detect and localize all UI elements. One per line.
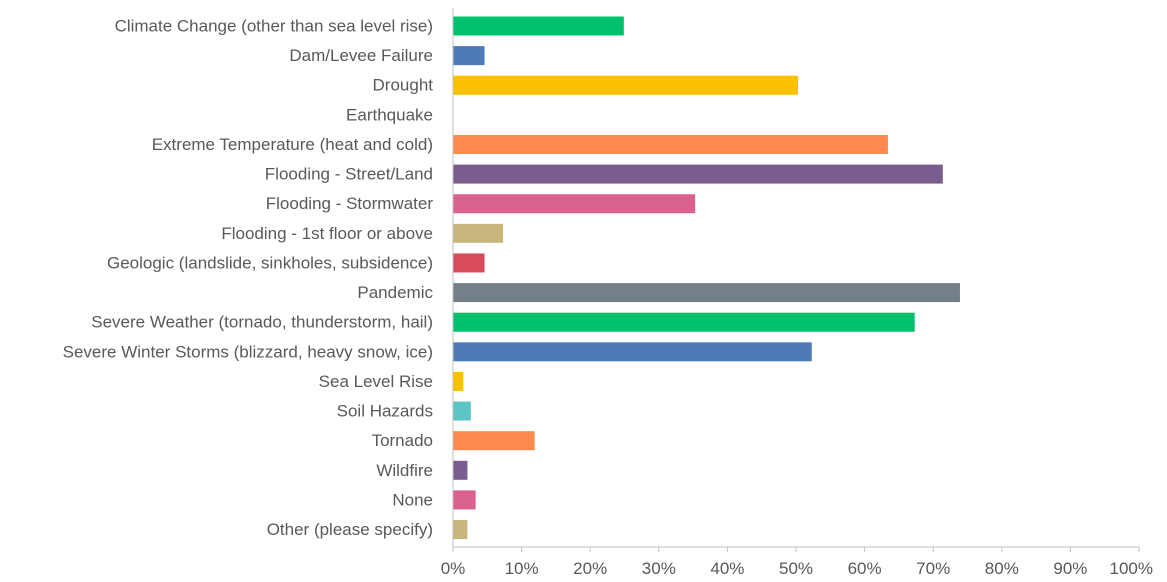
- category-label: Dam/Levee Failure: [289, 46, 433, 65]
- bar: [453, 342, 812, 362]
- category-labels-group: Climate Change (other than sea level ris…: [63, 17, 434, 540]
- bar: [453, 401, 471, 421]
- x-tick-label: 90%: [1053, 559, 1087, 578]
- bar: [453, 164, 943, 184]
- category-label: Severe Winter Storms (blizzard, heavy sn…: [63, 342, 433, 361]
- x-ticks-group: 0% 10% 20% 30% 40% 50% 60% 70% 80% 90% 100%: [441, 547, 1153, 578]
- x-tick-label: 10%: [505, 559, 539, 578]
- category-label: Geologic (landslide, sinkholes, subsiden…: [107, 253, 433, 272]
- category-label: Flooding - Stormwater: [266, 194, 434, 213]
- bar: [453, 223, 504, 243]
- category-label: Soil Hazards: [337, 402, 433, 421]
- x-tick-label: 30%: [642, 559, 676, 578]
- category-label: Earthquake: [346, 105, 433, 124]
- x-tick-label: 0%: [441, 559, 466, 578]
- category-label: None: [392, 490, 433, 509]
- bar: [453, 490, 476, 510]
- category-label: Flooding - 1st floor or above: [221, 224, 433, 243]
- category-label: Flooding - Street/Land: [265, 165, 433, 184]
- x-tick-label: 60%: [848, 559, 882, 578]
- x-tick-label: 70%: [916, 559, 950, 578]
- x-tick-label: 20%: [573, 559, 607, 578]
- bar: [453, 312, 915, 332]
- x-tick-label: 40%: [710, 559, 744, 578]
- category-label: Extreme Temperature (heat and cold): [152, 135, 433, 154]
- category-label: Climate Change (other than sea level ris…: [115, 17, 433, 36]
- category-label: Drought: [373, 76, 434, 95]
- bar: [453, 460, 468, 480]
- bar: [453, 75, 799, 95]
- category-label: Severe Weather (tornado, thunderstorm, h…: [91, 313, 433, 332]
- bar: [453, 46, 485, 66]
- bar: [453, 520, 468, 540]
- x-tick-label: 50%: [779, 559, 813, 578]
- bar: [453, 194, 696, 214]
- bar: [453, 371, 464, 391]
- category-label: Sea Level Rise: [319, 372, 433, 391]
- category-label: Pandemic: [357, 283, 433, 302]
- bar: [453, 16, 624, 36]
- x-tick-label: 100%: [1110, 559, 1153, 578]
- category-label: Tornado: [372, 431, 433, 450]
- bar: [453, 253, 485, 273]
- bar: [453, 134, 888, 154]
- bar: [453, 431, 535, 451]
- bars-group: [453, 16, 960, 540]
- category-label: Other (please specify): [267, 520, 433, 539]
- bar: [453, 283, 960, 303]
- category-label: Wildfire: [376, 461, 433, 480]
- x-tick-label: 80%: [985, 559, 1019, 578]
